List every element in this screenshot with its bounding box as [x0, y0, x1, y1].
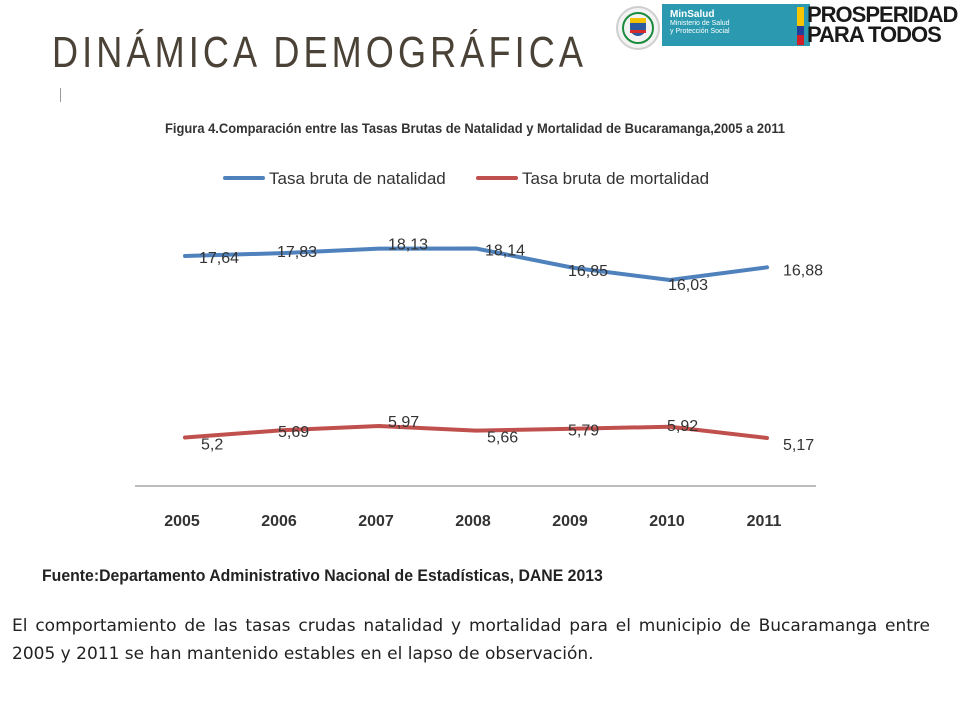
minsalud-logo: MinSalud Ministerio de Salud y Protecció… [662, 4, 810, 46]
minsalud-logo-line1: Ministerio de Salud [670, 20, 730, 27]
data-label: 17,83 [277, 244, 317, 261]
prosperidad-logo-line1: PROSPERIDAD [807, 2, 958, 27]
x-tick-label: 2010 [649, 513, 685, 530]
data-label: 16,88 [783, 262, 823, 279]
line-chart: Figura 4.Comparación entre las Tasas Bru… [135, 120, 823, 530]
legend-label: Tasa bruta de mortalidad [522, 169, 709, 188]
data-label: 5,66 [487, 430, 518, 447]
chart-title: Figura 4.Comparación entre las Tasas Bru… [165, 120, 785, 136]
x-tick-label: 2011 [747, 513, 782, 530]
legend-label: Tasa bruta de natalidad [269, 169, 446, 188]
series-line [183, 424, 769, 440]
minsalud-logo-line2: y Protección Social [670, 28, 730, 35]
colombia-flag-icon [797, 7, 804, 45]
data-label: 5,97 [388, 414, 419, 431]
prosperidad-logo-line2: PARA TODOS [807, 22, 942, 47]
data-label: 5,69 [278, 424, 309, 441]
series-line [183, 246, 769, 282]
minsalud-logo-name: MinSalud [670, 9, 715, 20]
slide-body-text: El comportamiento de las tasas crudas na… [12, 616, 930, 664]
chart-legend: Tasa bruta de natalidad Tasa bruta de mor… [223, 169, 709, 188]
data-label: 5,17 [783, 437, 814, 454]
data-label: 16,03 [668, 277, 708, 294]
data-label: 16,85 [568, 263, 608, 280]
data-label: 18,14 [485, 243, 525, 260]
title-divider [60, 88, 61, 102]
x-tick-label: 2005 [164, 513, 200, 530]
data-source-note: Fuente:Departamento Administrativo Nacio… [42, 566, 603, 585]
x-tick-label: 2008 [455, 513, 491, 530]
data-label: 17,64 [199, 250, 239, 267]
x-tick-label: 2009 [552, 513, 588, 530]
slide-title: DINÁMICA DEMOGRÁFICA [52, 28, 588, 77]
prosperidad-para-todos-logo: PROSPERIDAD PARA TODOS [807, 2, 958, 47]
x-tick-label: 2006 [261, 513, 297, 530]
data-label: 18,13 [388, 237, 428, 254]
chart-series: 17,64 17,83 18,13 18,14 16,85 16,03 16,88 5,2 5,… [183, 237, 823, 454]
data-label: 5,2 [201, 437, 223, 454]
x-tick-label: 2007 [358, 513, 394, 530]
data-label: 5,92 [667, 418, 698, 435]
x-axis-ticks: 2005 2006 2007 2008 2009 2010 2011 [164, 513, 781, 530]
data-label: 5,79 [568, 423, 599, 440]
colombia-coat-of-arms-icon [616, 6, 660, 50]
